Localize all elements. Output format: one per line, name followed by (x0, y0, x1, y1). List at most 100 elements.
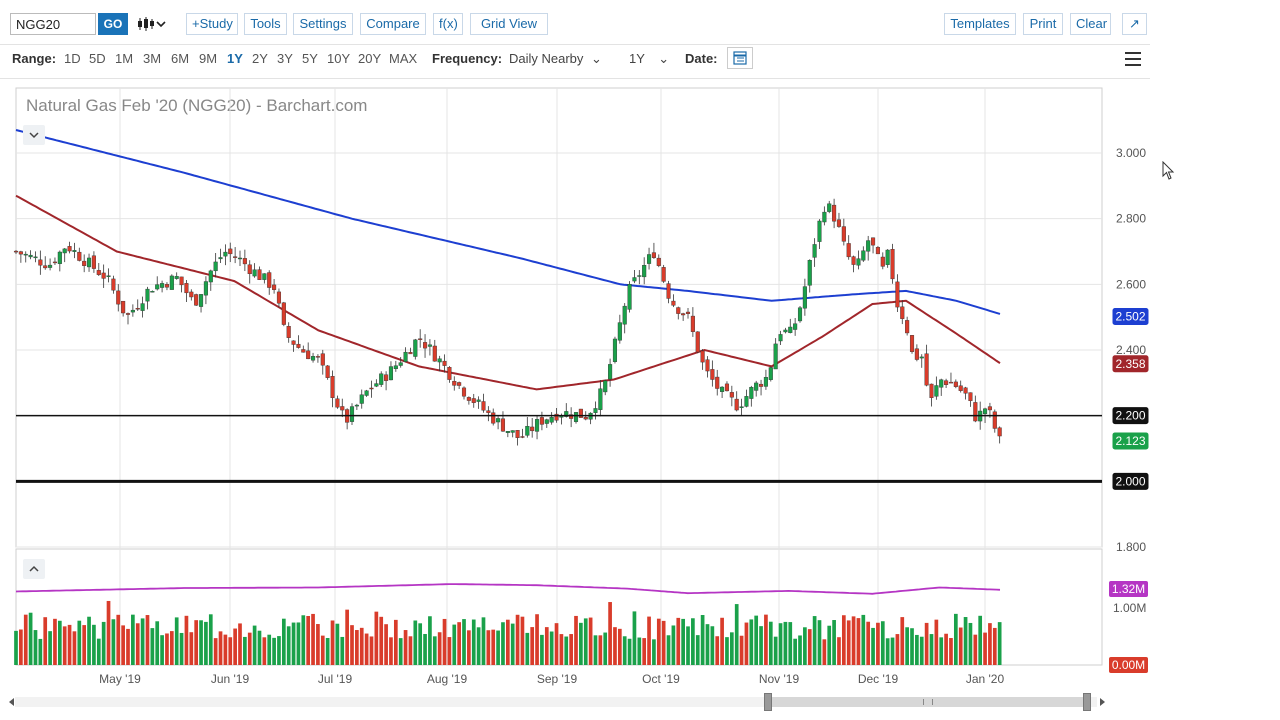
candle-body (52, 261, 58, 264)
range-9m[interactable]: 9M (199, 51, 218, 66)
volume-bar (725, 637, 729, 665)
candle-body (496, 418, 501, 423)
range-2y[interactable]: 2Y (252, 51, 268, 66)
volume-bar (428, 616, 432, 665)
candle-body (832, 204, 837, 222)
volume-bar (491, 629, 496, 665)
volume-bar (510, 623, 515, 665)
collapse-price-pane-button[interactable] (23, 125, 45, 145)
function-button[interactable]: f(x) (433, 13, 463, 35)
volume-bar (715, 636, 720, 665)
volume-bar (627, 638, 632, 665)
volume-bar (549, 631, 554, 665)
scroll-right-arrow-icon[interactable] (1100, 698, 1105, 706)
volume-bar (686, 626, 690, 665)
candle-body (588, 412, 593, 420)
range-1m[interactable]: 1M (115, 51, 134, 66)
level-2000-badge-text: 2.000 (1115, 474, 1145, 488)
price-axis: 3.000 2.800 2.600 2.400 2.200 2.000 1.800 (1116, 146, 1146, 554)
volume-bar (924, 622, 929, 665)
candle-body (744, 396, 749, 407)
go-button[interactable]: GO (98, 13, 128, 35)
volume-bar (846, 620, 851, 665)
templates-button[interactable]: Templates (944, 13, 1016, 35)
add-study-button[interactable]: +Study (186, 13, 238, 35)
volume-bar (150, 628, 155, 665)
volume-bar (38, 638, 43, 665)
scrollbar-grip-icon (923, 699, 933, 705)
volume-bar (788, 622, 793, 665)
volume-bar (793, 638, 797, 665)
chevron-down-icon: ⌄ (658, 51, 670, 66)
scrollbar-thumb[interactable] (768, 697, 1088, 707)
volume-bar (997, 622, 1002, 665)
candle-body (944, 380, 949, 385)
ma50-badge-text: 2.358 (1115, 357, 1145, 371)
candle-body (973, 402, 978, 422)
volume-bar (408, 636, 413, 665)
compare-button[interactable]: Compare (360, 13, 426, 35)
range-6m[interactable]: 6M (171, 51, 190, 66)
time-tick-label: Oct '19 (642, 672, 680, 686)
scroll-left-arrow-icon[interactable] (9, 698, 14, 706)
candle-body (335, 398, 340, 408)
volume-bar (569, 634, 573, 665)
volume-bar (33, 630, 38, 665)
price-tick-label: 1.800 (1116, 540, 1146, 554)
volume-bar (890, 637, 895, 665)
volume-bar (783, 621, 788, 665)
chevron-up-icon (29, 565, 39, 572)
range-5d[interactable]: 5D (89, 51, 106, 66)
volume-bar (223, 634, 228, 665)
scrollbar-right-handle[interactable] (1083, 693, 1091, 711)
candle-body (247, 264, 252, 275)
volume-bar (345, 609, 349, 665)
chart-type-selector[interactable] (136, 13, 170, 35)
candle-body (793, 323, 798, 330)
last-price-badge (1112, 432, 1149, 450)
range-max[interactable]: MAX (389, 51, 418, 66)
candle-body (875, 247, 880, 255)
ma50-badge (1112, 355, 1149, 373)
range-1y[interactable]: 1Y (227, 51, 243, 66)
candle-body (666, 283, 671, 299)
frequency-dropdown[interactable]: Daily Nearby ⌄ (509, 51, 602, 67)
range-10y[interactable]: 10Y (327, 51, 351, 66)
calendar-button[interactable] (727, 47, 753, 69)
candle-body (905, 320, 910, 334)
scrollbar-left-handle[interactable] (764, 693, 772, 711)
volume-bar (257, 630, 262, 665)
candle-body (418, 338, 423, 340)
clear-button[interactable]: Clear (1070, 13, 1111, 35)
grid-view-button[interactable]: Grid View (470, 13, 548, 35)
range-1d[interactable]: 1D (64, 51, 81, 66)
period-dropdown[interactable]: 1Y ⌄ (629, 51, 669, 67)
settings-button[interactable]: Settings (293, 13, 353, 35)
range-3y[interactable]: 3Y (277, 51, 293, 66)
range-20y[interactable]: 20Y (358, 51, 382, 66)
volume-bar (311, 613, 315, 665)
volume-bar (291, 622, 296, 665)
candle-body (778, 334, 783, 342)
tools-button[interactable]: Tools (244, 13, 287, 35)
volume-bar (67, 624, 72, 665)
chart-scrollbar[interactable] (9, 693, 1105, 711)
candle-body (447, 367, 452, 380)
volume-bar (851, 616, 856, 665)
range-5y[interactable]: 5Y (302, 51, 318, 66)
symbol-input[interactable] (10, 13, 96, 35)
collapse-volume-pane-button[interactable] (23, 559, 45, 579)
volume-bar (900, 617, 905, 665)
volume-bar (14, 630, 18, 665)
volume-bar (505, 619, 510, 665)
candle-body (681, 313, 686, 316)
candle-body (827, 203, 832, 212)
calendar-icon (733, 51, 747, 65)
candle-body (491, 412, 496, 424)
print-button[interactable]: Print (1023, 13, 1063, 35)
hamburger-menu-icon[interactable] (1125, 52, 1141, 66)
candle-body (890, 249, 895, 280)
volume-bar (876, 622, 880, 665)
popout-button[interactable]: ↗ (1122, 13, 1147, 35)
range-3m[interactable]: 3M (143, 51, 162, 66)
